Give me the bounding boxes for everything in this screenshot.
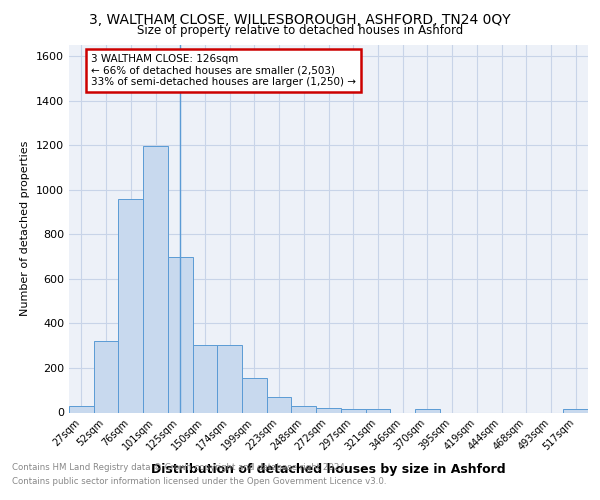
Bar (292, 406, 316, 412)
Bar (118, 198, 143, 412)
Bar (168, 256, 193, 412)
Bar (267, 397, 292, 412)
Bar (365, 409, 390, 412)
Bar (242, 378, 267, 412)
Text: 3 WALTHAM CLOSE: 126sqm
← 66% of detached houses are smaller (2,503)
33% of semi: 3 WALTHAM CLOSE: 126sqm ← 66% of detache… (91, 54, 356, 87)
X-axis label: Distribution of detached houses by size in Ashford: Distribution of detached houses by size … (151, 464, 506, 476)
Text: Size of property relative to detached houses in Ashford: Size of property relative to detached ho… (137, 24, 463, 37)
Bar (143, 146, 168, 412)
Y-axis label: Number of detached properties: Number of detached properties (20, 141, 31, 316)
Bar (69, 406, 94, 412)
Text: Contains public sector information licensed under the Open Government Licence v3: Contains public sector information licen… (12, 477, 386, 486)
Bar (415, 409, 440, 412)
Bar (316, 408, 341, 412)
Bar (217, 344, 242, 412)
Text: 3, WALTHAM CLOSE, WILLESBOROUGH, ASHFORD, TN24 0QY: 3, WALTHAM CLOSE, WILLESBOROUGH, ASHFORD… (89, 12, 511, 26)
Bar (193, 344, 217, 412)
Bar (341, 409, 365, 412)
Bar (563, 409, 588, 412)
Bar (94, 341, 118, 412)
Text: Contains HM Land Registry data © Crown copyright and database right 2024.: Contains HM Land Registry data © Crown c… (12, 464, 347, 472)
